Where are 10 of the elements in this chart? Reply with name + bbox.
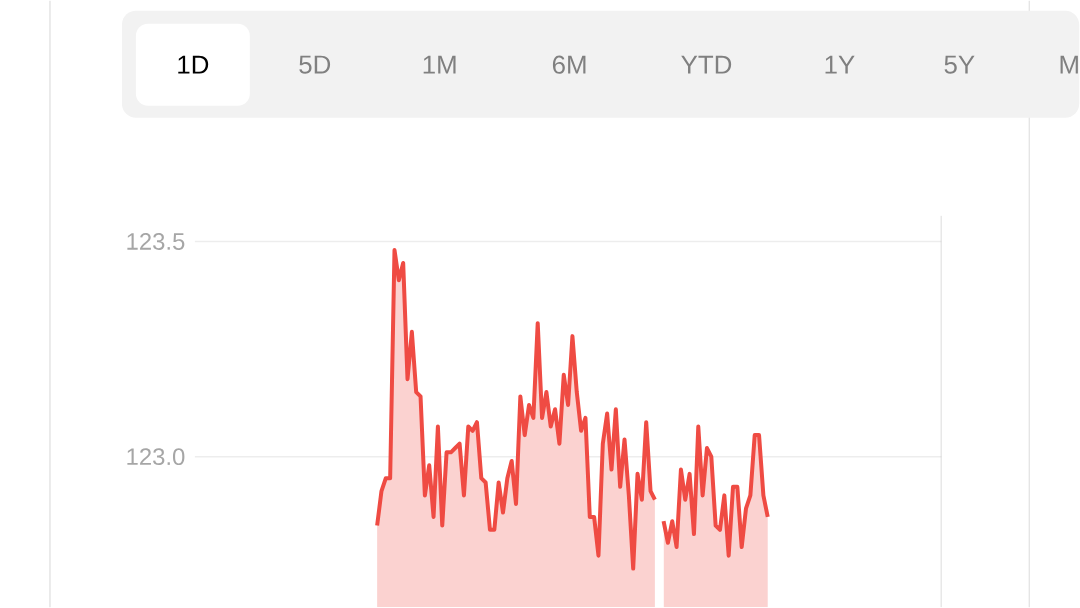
text: YTD [681, 55, 732, 74]
text: 1Y [825, 55, 855, 74]
text: 1D [178, 55, 209, 74]
text: 5Y [944, 55, 975, 74]
text: 6M [552, 55, 586, 74]
y-tick-label: 123.0 [127, 448, 185, 466]
y-tick-label: 123.5 [127, 232, 185, 250]
text: 1M [423, 55, 456, 74]
text: M [1060, 55, 1078, 74]
text: 5D [299, 55, 331, 74]
